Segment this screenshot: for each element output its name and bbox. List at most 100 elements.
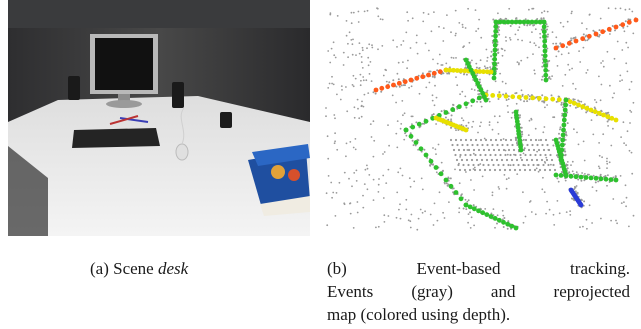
map-point [481,69,486,75]
event-point [507,220,510,223]
map-point [454,68,460,73]
event-point [594,181,597,184]
map-point [633,17,639,23]
event-point [486,143,489,147]
event-point [431,114,434,117]
event-point [478,78,481,81]
event-point [613,57,616,60]
event-point [450,56,453,59]
event-point [521,130,523,133]
event-point [524,215,527,218]
event-point [559,42,562,45]
map-point [563,173,569,179]
event-point [578,100,581,103]
event-point [506,105,509,107]
event-point [566,122,569,125]
map-point [426,72,431,78]
event-point [522,152,525,155]
event-point [502,163,505,167]
event-point [360,61,363,64]
map-point [476,95,482,101]
event-point [602,133,605,136]
event-point [435,171,438,174]
event-point [548,208,551,211]
event-point [472,120,475,123]
event-point [415,121,418,124]
event-point [558,132,560,135]
map-point [443,177,449,183]
event-point [358,52,361,55]
event-point [479,125,481,128]
event-point [357,10,360,13]
map-point [391,82,396,88]
event-point [570,37,572,40]
map-point [496,93,502,99]
event-point [369,123,372,125]
event-point [377,225,380,228]
event-point [609,33,611,35]
event-point [526,143,529,147]
event-point [494,153,497,157]
map-point [373,87,379,93]
event-point [502,138,505,140]
event-point [518,62,520,64]
event-point [606,184,608,187]
event-point [416,138,419,141]
event-point [360,104,363,107]
event-point [551,31,554,33]
event-point [591,222,593,224]
event-point [585,28,588,30]
event-point [623,142,625,145]
event-point [473,224,475,227]
event-point [332,83,335,86]
event-point [503,174,506,176]
event-point [366,47,368,50]
map-point [550,96,556,102]
event-point [395,216,398,219]
event-point [572,173,575,175]
event-point [443,217,446,219]
event-point [356,211,359,214]
event-point [543,161,546,163]
event-point [387,168,390,171]
event-point [479,163,482,165]
event-point [433,104,436,107]
event-point [461,90,464,93]
event-point [475,30,477,32]
event-point [356,201,359,203]
event-point [432,58,434,61]
event-point [497,98,500,100]
event-point [497,51,500,54]
map-point [542,34,547,39]
event-point [472,152,475,155]
event-point [552,213,555,216]
event-point [329,12,332,15]
event-point [368,174,371,176]
map-point [413,140,419,145]
event-point [352,38,354,41]
event-point [533,69,536,72]
event-point [374,92,377,95]
event-point [465,106,468,109]
map-point [521,19,527,25]
event-point [588,14,591,16]
event-point [400,44,403,46]
event-point [527,163,530,167]
event-point [519,153,522,157]
map-point [493,19,499,25]
map-point [496,217,502,223]
event-point [625,144,627,147]
event-point [619,80,621,82]
event-point [556,65,559,67]
event-point [579,61,582,63]
event-point [534,72,536,75]
event-point [545,212,547,215]
event-point [606,160,608,163]
event-point [351,84,354,86]
event-point [431,75,434,78]
event-point [399,217,402,220]
event-point [442,27,445,29]
map-point [501,219,506,225]
event-point [464,138,468,142]
event-point [440,161,443,164]
